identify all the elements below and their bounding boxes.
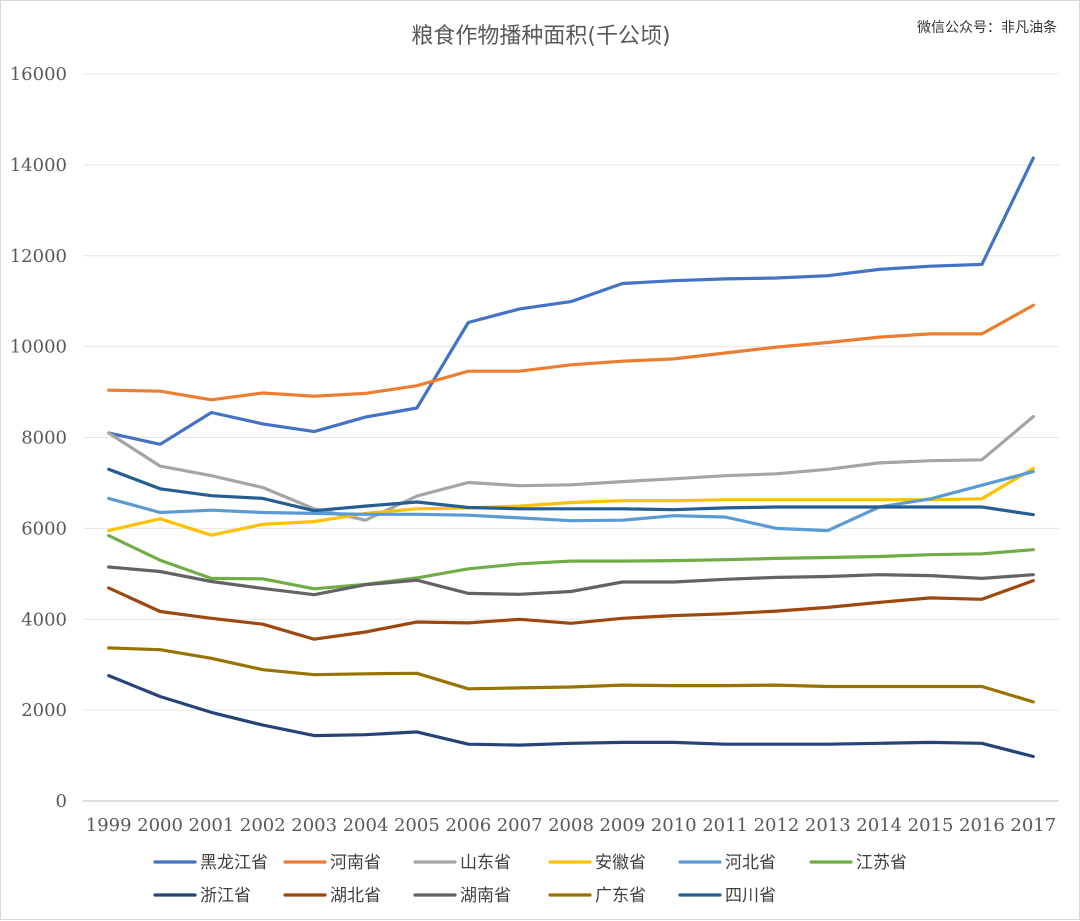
- y-tick-label: 16000: [10, 64, 67, 85]
- x-tick-label: 2015: [908, 815, 954, 836]
- axes: 0 2000 4000 6000 8000 10000 12000 14000 16000 199…: [10, 64, 1056, 836]
- x-tick-label: 2012: [754, 815, 800, 836]
- legend-label: 广东省: [595, 886, 646, 906]
- y-tick-label: 4000: [21, 609, 67, 630]
- legend-label: 浙江省: [200, 886, 251, 906]
- chart-title: 粮食作物播种面积(千公顷): [411, 24, 670, 49]
- x-tick-label: 2003: [291, 815, 337, 836]
- y-tick-label: 0: [56, 791, 67, 812]
- y-tick-label: 10000: [10, 337, 67, 358]
- x-tick-label: 2009: [599, 815, 645, 836]
- series-line: [107, 467, 1035, 517]
- legend-label: 湖北省: [330, 886, 381, 906]
- y-tick-label: 6000: [21, 518, 67, 539]
- series-line: [107, 578, 1035, 641]
- series-line: [107, 415, 1035, 522]
- x-tick-label: 2013: [805, 815, 851, 836]
- x-tick-label: 2001: [189, 815, 235, 836]
- legend-label: 山东省: [460, 853, 511, 873]
- series-line: [107, 565, 1035, 597]
- watermark: 微信公众号：非凡油条: [917, 19, 1057, 36]
- x-tick-label: 2002: [240, 815, 286, 836]
- y-tick-label: 12000: [10, 246, 67, 267]
- x-tick-label: 2006: [445, 815, 491, 836]
- series-line: [107, 673, 1035, 759]
- series-line: [107, 466, 1035, 537]
- x-tick-label: 1999: [86, 815, 132, 836]
- x-tick-label: 2017: [1010, 815, 1056, 836]
- legend-label: 河北省: [725, 853, 776, 873]
- x-tick-label: 2004: [343, 815, 389, 836]
- legend-label: 河南省: [330, 853, 381, 873]
- legend-label: 安徽省: [595, 853, 646, 873]
- x-tick-label: 2000: [137, 815, 183, 836]
- x-tick-label: 2011: [702, 815, 748, 836]
- legend-label: 四川省: [725, 886, 776, 906]
- x-tick-label: 2010: [651, 815, 697, 836]
- series-line: [107, 533, 1035, 591]
- y-tick-label: 14000: [10, 155, 67, 176]
- x-tick-label: 2008: [548, 815, 594, 836]
- x-tick-label: 2016: [959, 815, 1005, 836]
- series-lines: [107, 156, 1035, 759]
- y-tick-label: 2000: [21, 700, 67, 721]
- series-line: [107, 646, 1035, 704]
- gridlines: [83, 73, 1059, 802]
- series-line: [107, 156, 1035, 446]
- x-tick-label: 2007: [497, 815, 543, 836]
- x-tick-label: 2014: [856, 815, 902, 836]
- series-line: [107, 303, 1035, 402]
- y-tick-label: 8000: [21, 428, 67, 449]
- legend-label: 黑龙江省: [200, 853, 268, 873]
- legend-label: 湖南省: [460, 886, 511, 906]
- legend-label: 江苏省: [856, 853, 907, 873]
- x-tick-label: 2005: [394, 815, 440, 836]
